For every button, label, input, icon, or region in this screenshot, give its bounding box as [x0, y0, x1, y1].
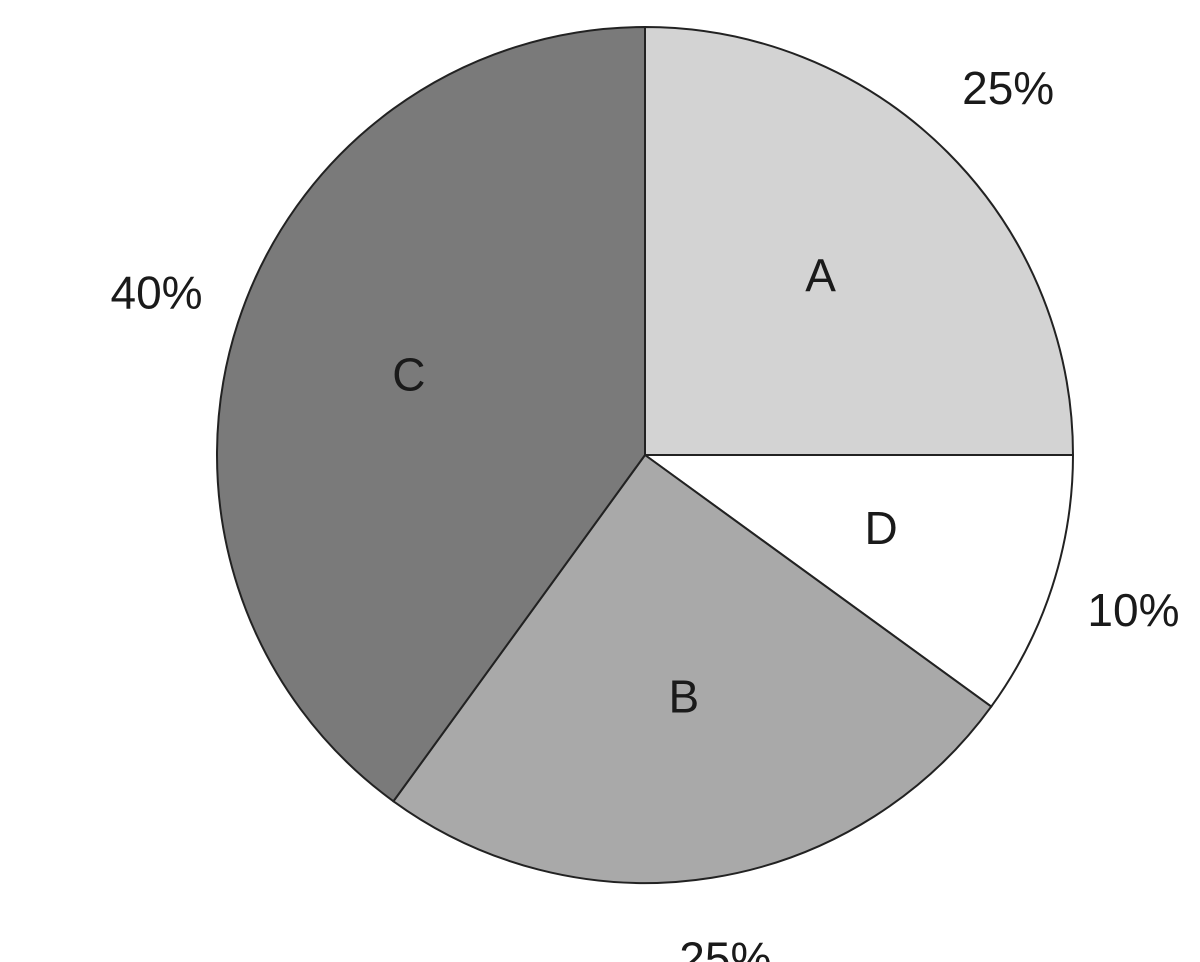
- slice-label: C: [392, 348, 425, 400]
- pie-slice: [644, 25, 1075, 456]
- slice-label: B: [668, 670, 699, 722]
- pie-slice: [641, 454, 1075, 708]
- value-label: 25%: [679, 932, 771, 962]
- value-label: 25%: [962, 62, 1054, 114]
- value-label: 40%: [110, 266, 202, 318]
- slice-label: D: [864, 502, 897, 554]
- pie-slice: [216, 25, 646, 803]
- pie-slice: [392, 453, 993, 884]
- slice-label: A: [805, 250, 836, 302]
- value-label: 10%: [1087, 584, 1179, 636]
